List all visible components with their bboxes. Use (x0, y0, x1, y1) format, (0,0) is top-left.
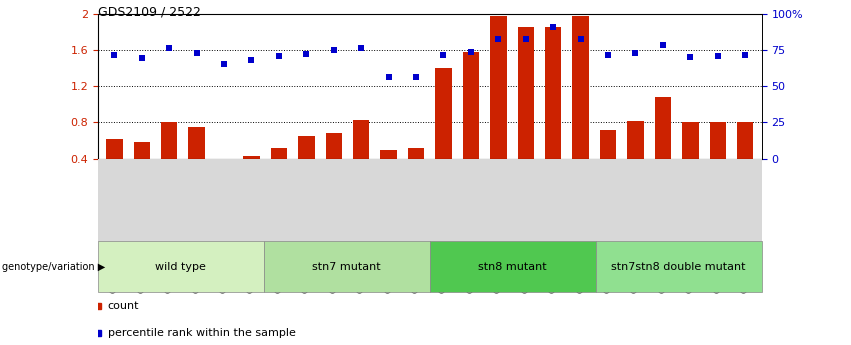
Point (464, 49, 477, 55)
Point (629, 50, 643, 56)
Point (546, 24, 560, 30)
Bar (517, 27, 534, 159)
Point (519, 37, 533, 42)
Point (711, 53, 724, 59)
Point (409, 75, 423, 80)
Point (492, 37, 505, 42)
Bar (596, 241, 762, 292)
Bar (710, 122, 726, 159)
Point (272, 53, 286, 59)
Point (244, 57, 258, 63)
Point (163, 46, 176, 51)
Text: stn7stn8 double mutant: stn7stn8 double mutant (611, 262, 746, 272)
Bar (737, 122, 753, 159)
Point (656, 43, 670, 48)
Bar (98, 241, 264, 292)
Point (382, 75, 396, 80)
Bar (216, 159, 232, 161)
Text: genotype/variation ▶: genotype/variation ▶ (2, 262, 105, 272)
Bar (161, 122, 177, 159)
Point (327, 47, 340, 53)
Bar (573, 16, 589, 159)
Bar (326, 133, 342, 159)
Bar (463, 52, 479, 159)
Bar (380, 150, 397, 159)
Bar (430, 241, 596, 292)
Point (683, 55, 697, 60)
Point (437, 52, 450, 57)
Text: stn7 mutant: stn7 mutant (312, 262, 381, 272)
Point (217, 61, 231, 66)
Bar (271, 148, 287, 159)
Bar (243, 156, 260, 159)
Bar (654, 97, 671, 159)
Text: wild type: wild type (156, 262, 206, 272)
Point (135, 56, 149, 61)
Text: percentile rank within the sample: percentile rank within the sample (108, 328, 295, 338)
Bar (106, 139, 123, 159)
Bar (353, 120, 369, 159)
Bar (188, 127, 205, 159)
Bar (683, 122, 699, 159)
Bar (408, 148, 425, 159)
Bar (435, 68, 452, 159)
Bar (600, 130, 616, 159)
Text: GDS2109 / 2522: GDS2109 / 2522 (98, 5, 201, 18)
Bar (264, 241, 430, 292)
Point (190, 50, 203, 56)
Bar (490, 16, 506, 159)
Bar (627, 121, 643, 159)
Point (300, 51, 313, 57)
Point (107, 53, 121, 58)
Bar (298, 136, 315, 159)
Point (354, 46, 368, 51)
Bar (134, 142, 150, 159)
Text: count: count (108, 302, 140, 312)
Point (574, 37, 587, 42)
Bar (545, 27, 562, 159)
Point (602, 53, 615, 58)
Text: stn8 mutant: stn8 mutant (478, 262, 547, 272)
Point (739, 53, 752, 58)
